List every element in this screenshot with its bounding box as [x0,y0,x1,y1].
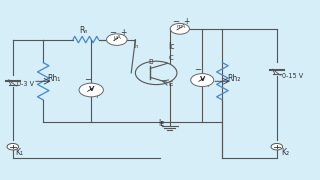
Text: B: B [148,58,153,65]
Text: E: E [168,81,173,87]
Text: −: − [172,17,180,26]
Circle shape [107,34,127,45]
Text: V: V [200,76,205,82]
Circle shape [7,143,19,150]
Text: Rₙ: Rₙ [79,26,88,35]
Circle shape [79,83,103,97]
Text: +: + [204,80,210,89]
Text: 0-3 V: 0-3 V [17,81,34,87]
Circle shape [271,143,283,150]
Text: +: + [93,91,100,100]
Text: K₂: K₂ [281,148,289,157]
Text: C: C [168,55,173,61]
Text: Rh₁: Rh₁ [47,74,60,83]
Text: Iₙ: Iₙ [133,41,138,50]
Text: Vbe: Vbe [86,85,97,90]
Text: K₁: K₁ [15,148,23,157]
Text: Rh₂: Rh₂ [227,74,241,83]
Text: VCE: VCE [196,76,207,81]
Text: +: + [184,17,190,26]
Text: −: − [109,28,116,37]
Text: mA: mA [177,24,186,29]
Text: Iᴇ: Iᴇ [158,119,164,128]
Circle shape [170,23,189,34]
Text: V: V [89,86,94,92]
Text: 0-15 V: 0-15 V [282,73,303,79]
Circle shape [191,74,214,87]
Text: +: + [120,28,127,37]
Text: μA: μA [114,35,122,40]
Text: Iᴄ: Iᴄ [168,42,174,51]
Text: −: − [195,66,202,75]
Text: −: − [84,75,91,84]
